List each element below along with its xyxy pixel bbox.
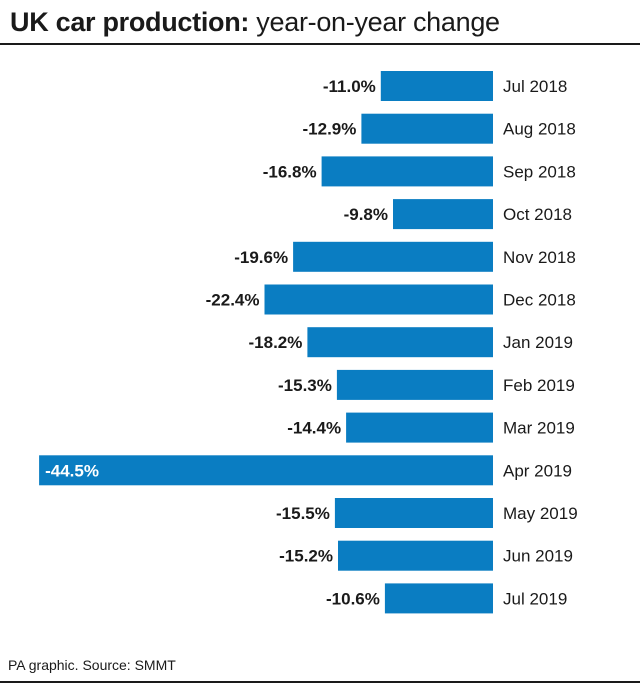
category-label-3: Oct 2018	[503, 205, 572, 224]
bar-7	[336, 369, 493, 400]
bar-0	[380, 71, 493, 101]
bar-8	[346, 412, 493, 443]
chart-title-rest: year-on-year change	[249, 7, 500, 37]
bar-12	[384, 583, 493, 614]
category-label-2: Sep 2018	[503, 162, 576, 181]
bar-11	[338, 540, 493, 571]
category-label-10: May 2019	[503, 504, 578, 523]
bar-10	[334, 498, 493, 528]
bar-3	[393, 199, 493, 230]
chart-title-bold: UK car production:	[10, 7, 250, 37]
category-label-9: Apr 2019	[503, 461, 572, 480]
chart-title: UK car production: year-on-year change	[10, 4, 500, 40]
value-label-3: -9.8%	[344, 205, 388, 224]
value-label-6: -18.2%	[249, 333, 303, 352]
bar-6	[307, 327, 493, 358]
category-label-12: Jul 2019	[503, 589, 567, 608]
value-label-12: -10.6%	[326, 589, 380, 608]
category-label-0: Jul 2018	[503, 77, 567, 96]
value-label-1: -12.9%	[303, 120, 357, 139]
value-label-5: -22.4%	[206, 291, 260, 310]
bar-2	[321, 156, 493, 187]
value-label-9: -44.5%	[45, 461, 99, 480]
bar-4	[293, 241, 493, 272]
bar-9	[39, 455, 493, 486]
value-label-11: -15.2%	[279, 547, 333, 566]
bottom-divider	[0, 681, 640, 683]
title-divider	[0, 43, 640, 45]
category-label-11: Jun 2019	[503, 547, 573, 566]
category-label-4: Nov 2018	[503, 248, 576, 267]
value-label-8: -14.4%	[287, 419, 341, 438]
source-note: PA graphic. Source: SMMT	[8, 657, 176, 673]
value-label-4: -19.6%	[234, 248, 288, 267]
category-label-5: Dec 2018	[503, 291, 576, 310]
category-label-6: Jan 2019	[503, 333, 573, 352]
value-label-10: -15.5%	[276, 504, 330, 523]
bar-5	[264, 284, 493, 315]
value-label-2: -16.8%	[263, 162, 317, 181]
bar-1	[361, 113, 493, 144]
value-label-0: -11.0%	[323, 77, 376, 96]
category-label-7: Feb 2019	[503, 376, 575, 395]
category-label-8: Mar 2019	[503, 419, 575, 438]
value-label-7: -15.3%	[278, 376, 332, 395]
category-label-1: Aug 2018	[503, 120, 576, 139]
